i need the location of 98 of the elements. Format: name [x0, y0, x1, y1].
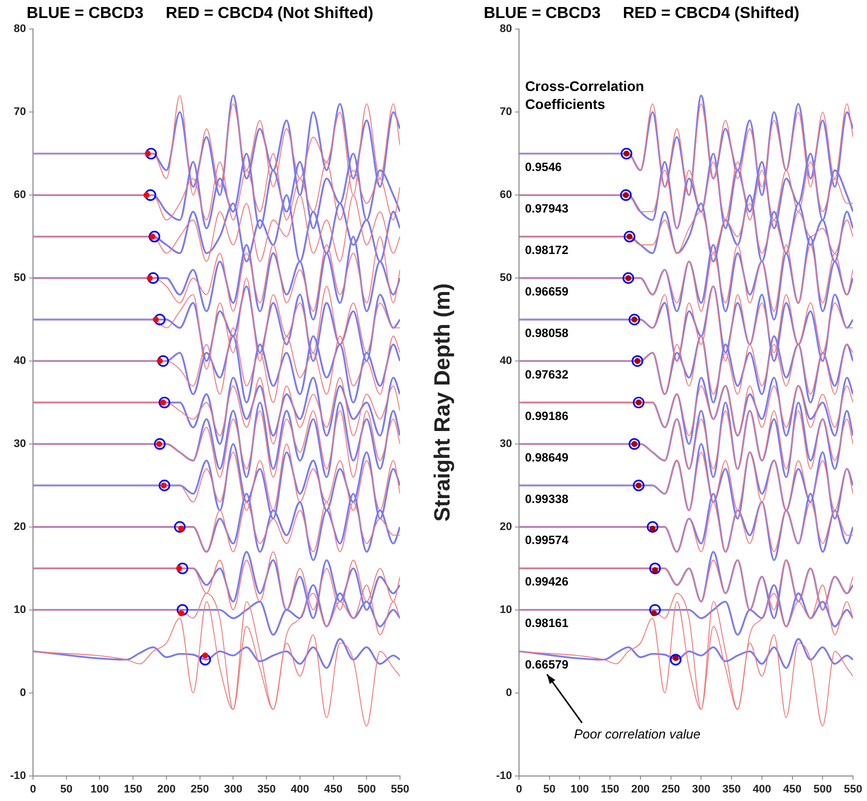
line-series	[519, 385, 853, 436]
point	[646, 521, 658, 533]
y-tick-label: 10	[500, 604, 512, 616]
annotation: 0.9546	[525, 160, 562, 174]
point	[147, 272, 159, 284]
point	[670, 654, 682, 666]
point	[620, 148, 632, 160]
point	[174, 521, 186, 533]
y-tick-label: -10	[496, 770, 512, 782]
point	[202, 652, 208, 659]
x-tick-label: 400	[752, 783, 772, 796]
x-tick-label: 500	[357, 783, 376, 796]
y-tick-label: 70	[500, 106, 512, 118]
y-axis-title: Straight Ray Depth (m)	[429, 283, 454, 522]
point	[624, 230, 636, 242]
x-tick-label: 50	[60, 783, 72, 796]
x-tick-label: 250	[662, 783, 680, 796]
x-tick-label: 0	[30, 783, 36, 796]
y-tick-label: 60	[14, 189, 26, 202]
point	[144, 150, 151, 157]
point	[649, 562, 661, 574]
x-tick-label: 300	[692, 783, 710, 796]
point	[649, 604, 661, 616]
y-tick-label: 0	[20, 686, 26, 699]
annotation: 0.96659	[525, 284, 569, 298]
chart-title: BLUE = CBCD3 RED = CBCD4 (Not Shifted)	[26, 5, 374, 22]
point	[632, 480, 644, 492]
y-tick-label: 40	[500, 355, 512, 368]
point	[145, 148, 157, 160]
point	[143, 192, 150, 198]
annotation: Cross-Correlation Coefficients	[525, 78, 644, 112]
y-tick-label: 20	[14, 520, 26, 533]
annotation: 0.99574	[525, 533, 569, 548]
point	[144, 189, 156, 201]
x-tick-label: 200	[157, 783, 176, 796]
point	[146, 275, 153, 282]
y-tick-label: -10	[10, 770, 26, 782]
line-series	[519, 638, 853, 669]
x-tick-label: 50	[543, 783, 556, 796]
point	[148, 230, 160, 242]
y-tick-label: 50	[14, 272, 26, 284]
point	[628, 438, 640, 450]
y-tick-label: 0	[506, 686, 512, 699]
x-tick-label: 100	[570, 783, 589, 796]
annotation: Poor correlation value	[574, 726, 700, 742]
line-series	[519, 410, 853, 470]
point	[199, 654, 211, 666]
point	[632, 355, 644, 367]
point	[628, 314, 640, 326]
annotation: 0.66579	[525, 658, 569, 672]
x-tick-label: 350	[257, 783, 276, 796]
x-tick-label: 550	[390, 783, 410, 796]
point	[620, 189, 632, 201]
x-tick-label: 500	[813, 783, 832, 796]
annotation: 0.97943	[525, 201, 569, 216]
point	[154, 314, 166, 326]
point	[632, 396, 644, 408]
y-tick-label: 20	[500, 520, 512, 533]
y-tick-label: 70	[14, 106, 26, 118]
point	[152, 316, 159, 323]
x-tick-label: 150	[124, 783, 142, 796]
annotation: 0.99426	[525, 574, 569, 589]
point	[176, 562, 188, 574]
point	[158, 480, 170, 492]
annotation: 0.98172	[525, 242, 569, 257]
x-tick-label: 400	[290, 783, 310, 796]
x-tick-label: 0	[516, 783, 522, 796]
x-tick-label: 450	[324, 783, 342, 796]
x-tick-label: 350	[722, 783, 741, 796]
y-tick-label: 30	[500, 438, 512, 450]
y-tick-label: 60	[500, 189, 512, 202]
y-tick-label: 80	[14, 23, 26, 36]
x-tick-label: 150	[600, 783, 620, 796]
annotation: 0.98161	[525, 616, 569, 630]
x-tick-label: 300	[224, 783, 242, 796]
x-tick-label: 100	[90, 783, 109, 796]
annotation: 0.98649	[525, 450, 569, 464]
annotation: 0.98058	[525, 326, 569, 340]
y-tick-label: 10	[14, 604, 26, 616]
y-tick-label: 80	[500, 23, 512, 36]
annotation: 0.99338	[525, 492, 569, 506]
x-tick-label: 200	[631, 783, 650, 796]
x-tick-label: 450	[783, 783, 802, 796]
chart-title: BLUE = CBCD3 RED = CBCD4 (Shifted)	[484, 5, 800, 22]
line-series	[33, 638, 400, 669]
point	[176, 604, 188, 616]
y-tick-label: 30	[14, 438, 26, 450]
x-tick-label: 250	[190, 783, 209, 796]
point	[154, 438, 166, 450]
annotation: 0.99186	[525, 408, 569, 423]
y-tick-label: 50	[500, 272, 512, 284]
point	[156, 358, 163, 364]
y-tick-label: 40	[14, 355, 26, 368]
point	[157, 355, 169, 367]
point	[158, 396, 170, 408]
annotation: 0.97632	[525, 367, 569, 382]
point	[622, 272, 634, 284]
x-tick-label: 550	[844, 783, 862, 796]
